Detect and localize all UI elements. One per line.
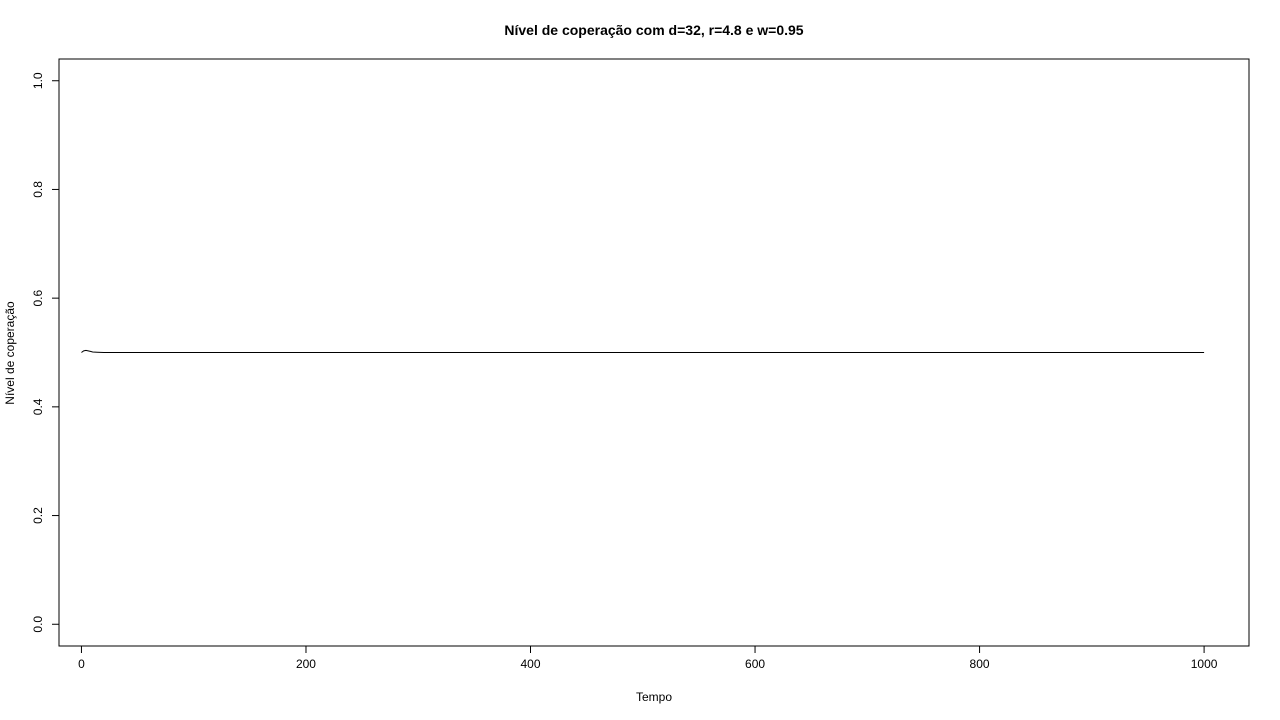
y-axis-label: Nível de coperação: [3, 301, 17, 405]
y-tick-label: 0.8: [31, 181, 45, 198]
y-tick-label: 1.0: [31, 72, 45, 89]
y-tick-label: 0.0: [31, 616, 45, 633]
y-axis: 0.0 0.2 0.4 0.6 0.8 1.0: [31, 72, 60, 633]
chart-title: Nível de coperação com d=32, r=4.8 e w=0…: [504, 22, 803, 38]
x-tick-label: 400: [520, 657, 540, 671]
x-tick-label: 1000: [1191, 657, 1218, 671]
y-tick-label: 0.4: [31, 398, 45, 415]
x-tick-label: 800: [970, 657, 990, 671]
x-tick-label: 0: [78, 657, 85, 671]
y-tick-label: 0.2: [31, 507, 45, 524]
y-tick-label: 0.6: [31, 289, 45, 306]
x-tick-label: 600: [745, 657, 765, 671]
x-axis: 0 200 400 600 800 1000: [78, 645, 1218, 671]
series-line: [81, 349, 1205, 353]
x-tick-label: 200: [296, 657, 316, 671]
x-axis-label: Tempo: [636, 690, 672, 704]
